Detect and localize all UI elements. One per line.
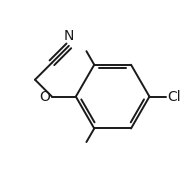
Text: N: N [64, 29, 74, 43]
Text: O: O [39, 90, 50, 104]
Text: Cl: Cl [167, 90, 181, 104]
